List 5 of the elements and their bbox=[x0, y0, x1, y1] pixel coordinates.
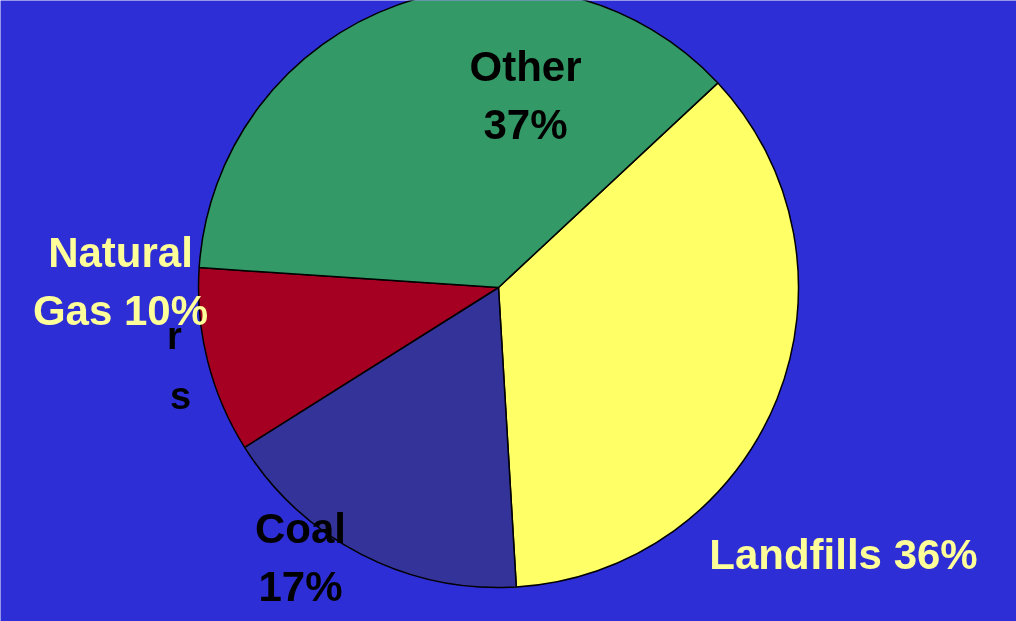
data-label: 17% bbox=[258, 563, 343, 611]
slice-label: Landfills 36% bbox=[709, 531, 978, 578]
data-label: 37% bbox=[483, 101, 568, 149]
text: s bbox=[169, 374, 192, 417]
slice-label: Other bbox=[469, 42, 582, 90]
